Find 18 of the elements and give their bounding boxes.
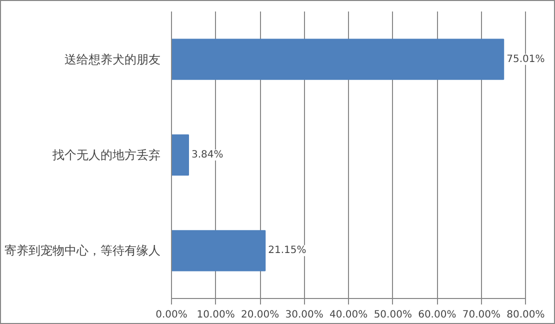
data-label: 75.01% [506, 54, 545, 65]
x-tick-label: 70.00% [462, 310, 501, 320]
y-tick-label: 找个无人的地方丢弃 [52, 148, 160, 162]
x-tick-label: 0.00% [156, 310, 188, 320]
x-tick-label: 30.00% [285, 310, 324, 320]
x-tick-label: 20.00% [240, 310, 280, 320]
data-label: 21.15% [268, 245, 306, 256]
bar [172, 230, 266, 272]
x-tick-label: 60.00% [418, 310, 456, 320]
y-tick-label: 寄养到宠物中心，等待有缘人 [4, 244, 160, 258]
x-tick-label: 50.00% [374, 310, 412, 320]
y-tick-label: 送给想养犬的朋友 [64, 52, 160, 66]
bar [172, 38, 504, 80]
data-label: 3.84% [192, 150, 224, 160]
x-tick-label: 10.00% [196, 310, 235, 320]
x-tick-label: 40.00% [330, 310, 368, 320]
x-tick-label: 80.00% [506, 310, 545, 320]
bar [172, 134, 189, 176]
